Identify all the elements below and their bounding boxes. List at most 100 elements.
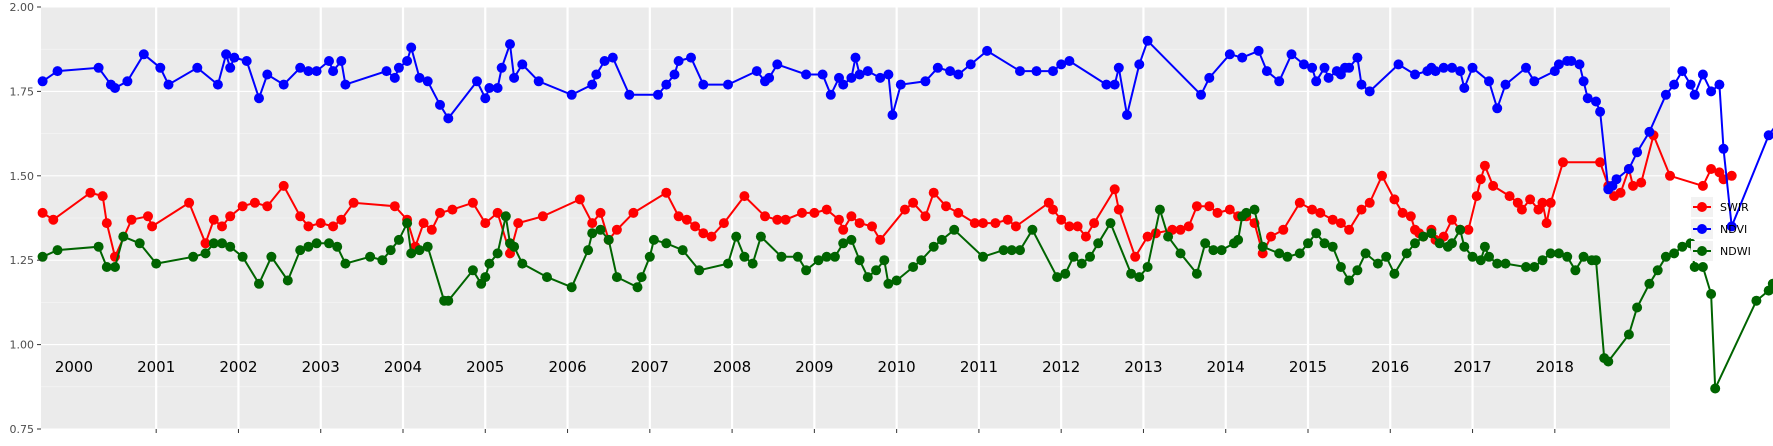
data-point-ndwi: [1154, 204, 1165, 215]
data-point-ndvi: [698, 79, 709, 90]
data-point-ndwi: [821, 251, 832, 262]
data-point-ndwi: [254, 278, 264, 289]
data-point-ndwi: [385, 245, 396, 256]
data-point-ndwi: [1052, 272, 1063, 283]
data-point-swir: [37, 207, 48, 218]
data-point-ndwi: [1249, 204, 1260, 215]
data-point-ndvi: [883, 69, 894, 80]
data-point-swir: [126, 214, 137, 225]
data-point-ndwi: [1282, 251, 1293, 262]
legend-key-point: [1697, 246, 1707, 256]
data-point-swir: [908, 197, 919, 208]
data-point-ndwi: [225, 241, 236, 252]
data-point-ndwi: [936, 234, 947, 245]
data-point-ndvi: [402, 56, 413, 66]
data-point-ndvi: [480, 93, 491, 104]
data-point-ndwi: [332, 241, 343, 252]
data-point-ndwi: [151, 258, 162, 269]
data-point-ndwi: [1467, 251, 1478, 262]
year-label: 2017: [1453, 358, 1491, 376]
data-point-swir: [389, 201, 400, 212]
data-point-ndwi: [879, 255, 890, 266]
data-point-ndvi: [1484, 76, 1494, 87]
year-label: 2009: [795, 358, 833, 376]
data-point-ndwi: [311, 238, 322, 249]
data-point-ndvi: [122, 76, 133, 87]
data-point-ndwi: [1360, 248, 1371, 259]
data-point-swir: [1504, 191, 1515, 202]
data-point-ndwi: [1352, 265, 1363, 276]
data-point-ndvi: [587, 79, 598, 90]
data-point-swir: [760, 211, 770, 222]
data-point-ndwi: [484, 258, 495, 269]
data-point-ndvi: [241, 56, 252, 66]
year-labels: 2000 2001 2002 2003 2004 2005 2006 2007 2008 2009…: [55, 358, 1574, 376]
data-point-ndvi: [817, 69, 828, 80]
data-point-ndwi: [101, 262, 112, 272]
data-point-swir: [1048, 204, 1058, 215]
data-point-ndvi: [1623, 164, 1634, 174]
data-point-ndwi: [377, 255, 388, 266]
data-point-ndvi: [862, 66, 873, 77]
data-point-ndwi: [542, 272, 552, 283]
data-point-swir: [480, 218, 491, 229]
data-point-ndvi: [1438, 62, 1449, 73]
data-point-ndvi: [229, 52, 240, 63]
data-point-ndvi: [435, 99, 445, 110]
data-point-ndwi: [1623, 329, 1634, 340]
data-point-ndvi: [1595, 106, 1606, 117]
data-point-swir: [200, 238, 211, 249]
data-point-swir: [1615, 187, 1626, 198]
data-point-ndwi: [1500, 258, 1511, 269]
data-point-swir: [303, 221, 314, 232]
data-point-swir: [1447, 214, 1457, 225]
data-point-ndwi: [1274, 248, 1285, 259]
data-point-swir: [821, 204, 832, 215]
data-point-ndwi: [517, 258, 528, 269]
data-point-ndvi: [686, 52, 696, 63]
data-point-swir: [739, 191, 750, 202]
data-point-ndwi: [1484, 251, 1494, 262]
data-point-swir: [1541, 218, 1552, 229]
data-point-ndvi: [599, 56, 610, 66]
data-point-swir: [492, 207, 503, 218]
data-point-swir: [953, 207, 964, 218]
data-point-swir: [681, 214, 692, 225]
data-point-swir: [978, 218, 988, 229]
data-point-swir: [718, 218, 729, 229]
data-point-ndvi: [1726, 221, 1737, 232]
data-point-swir: [611, 224, 622, 235]
data-point-ndvi: [1706, 86, 1717, 97]
data-point-ndwi: [636, 272, 647, 283]
data-point-ndwi: [871, 265, 882, 276]
data-point-ndvi: [1364, 86, 1375, 97]
data-point-ndwi: [661, 238, 672, 249]
data-point-ndwi: [1015, 245, 1025, 256]
data-point-ndwi: [110, 262, 120, 272]
data-point-ndvi: [1611, 174, 1622, 185]
data-point-swir: [262, 201, 273, 212]
data-point-ndvi: [607, 52, 618, 63]
data-point-ndwi: [295, 245, 306, 256]
data-point-ndwi: [644, 251, 655, 262]
data-point-ndwi: [1200, 238, 1211, 249]
data-point-ndvi: [1142, 35, 1153, 46]
data-point-ndvi: [484, 83, 495, 93]
data-point-ndwi: [1434, 238, 1445, 249]
data-point-swir: [969, 218, 980, 229]
data-point-swir: [1335, 218, 1346, 229]
data-point-swir: [928, 187, 939, 198]
data-point-ndwi: [747, 258, 758, 269]
legend-label: SWIR: [1720, 201, 1749, 214]
data-point-ndwi: [93, 241, 104, 252]
data-point-swir: [278, 180, 289, 191]
data-point-ndwi: [1372, 258, 1383, 269]
data-point-ndvi: [517, 59, 528, 70]
data-point-ndvi: [110, 83, 120, 93]
year-label: 2015: [1289, 358, 1327, 376]
data-point-ndwi: [1447, 238, 1457, 249]
data-point-ndwi: [1677, 241, 1688, 252]
data-point-swir: [875, 234, 886, 245]
data-point-ndvi: [1500, 79, 1511, 90]
data-point-swir: [1471, 191, 1482, 202]
